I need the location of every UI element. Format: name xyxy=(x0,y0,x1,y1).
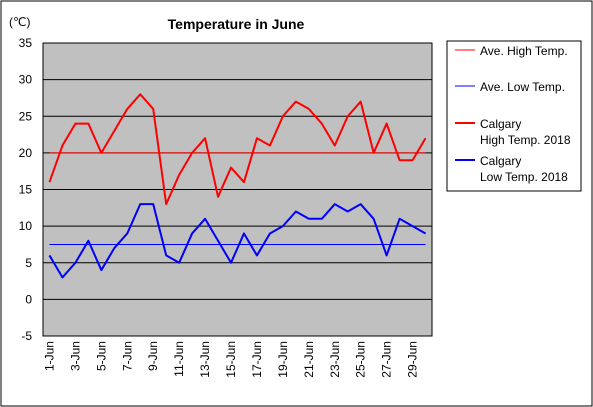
y-tick-label: 30 xyxy=(19,73,33,87)
x-tick-label: 9-Jun xyxy=(146,341,160,371)
y-tick-label: 10 xyxy=(19,219,33,233)
x-tick-label: 13-Jun xyxy=(198,341,212,378)
series-line-3 xyxy=(48,203,427,279)
legend-label: Ave. Low Temp. xyxy=(480,80,565,94)
x-tick-label: 19-Jun xyxy=(276,341,290,378)
series-line-2 xyxy=(48,93,427,206)
legend-label: Low Temp. 2018 xyxy=(480,170,568,184)
x-tick-label: 23-Jun xyxy=(328,341,342,378)
x-tick-label: 7-Jun xyxy=(120,341,134,371)
x-tick-label: 21-Jun xyxy=(302,341,316,378)
y-tick-label: 35 xyxy=(19,36,33,50)
x-tick-label: 11-Jun xyxy=(172,341,186,377)
legend-label: Calgary xyxy=(480,154,521,168)
y-tick-label: 0 xyxy=(25,292,32,306)
x-tick-label: 1-Jun xyxy=(42,341,56,371)
x-tick-label: 29-Jun xyxy=(406,341,420,378)
x-tick-label: 3-Jun xyxy=(68,341,82,371)
x-tick-label: 25-Jun xyxy=(354,341,368,378)
y-tick-label: 15 xyxy=(19,183,33,197)
y-tick-label: 20 xyxy=(19,146,33,160)
y-tick-label: 5 xyxy=(25,256,32,270)
y-tick-label: -5 xyxy=(21,329,32,343)
y-tick-label: 25 xyxy=(19,109,33,123)
x-tick-label: 17-Jun xyxy=(250,341,264,378)
x-tick-label: 5-Jun xyxy=(94,341,108,371)
x-tick-label: 15-Jun xyxy=(224,341,238,378)
legend-box xyxy=(446,40,582,192)
legend-label: Ave. High Temp. xyxy=(480,44,568,58)
legend-label: High Temp. 2018 xyxy=(480,133,571,147)
legend-label: Calgary xyxy=(480,117,521,131)
chart-title: Temperature in June xyxy=(168,16,305,32)
x-tick-label: 27-Jun xyxy=(380,341,394,378)
y-axis-unit-label: (℃) xyxy=(9,15,30,29)
